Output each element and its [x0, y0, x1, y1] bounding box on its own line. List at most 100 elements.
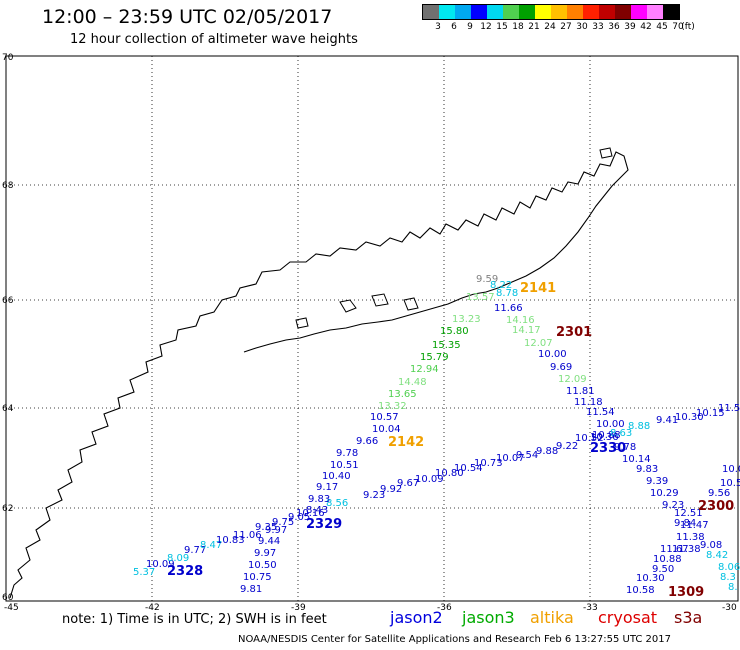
wave-height-value: 5.37 — [133, 567, 155, 578]
wave-height-value: 9.97 — [254, 548, 276, 559]
wave-height-value: 9.54 — [516, 450, 538, 461]
lon-label: -42 — [145, 603, 160, 613]
wave-height-value: 10.88 — [653, 554, 682, 565]
wave-height-value: 9.66 — [356, 436, 378, 447]
legend-jason3: jason3 — [462, 608, 515, 627]
wave-height-value: 8.06 — [718, 562, 740, 573]
wave-height-value: 9.05 — [288, 512, 310, 523]
scale-swatch — [423, 5, 439, 19]
scale-swatch — [631, 5, 647, 19]
wave-height-value: 10.52 — [575, 433, 604, 444]
wave-height-value: 12.09 — [558, 374, 587, 385]
wave-height-value: 9.69 — [550, 362, 572, 373]
track-id-label: 2142 — [388, 435, 424, 450]
scale-label: 15 — [496, 22, 508, 32]
wave-height-value: 10.0 — [722, 464, 740, 475]
scale-swatch — [551, 5, 567, 19]
wave-height-value: 9.23 — [662, 500, 684, 511]
scale-label: 45 — [656, 22, 668, 32]
wave-height-value: 10.57 — [370, 412, 399, 423]
scale-label: 6 — [451, 22, 457, 32]
wave-height-value: 11.38 — [676, 532, 705, 543]
scale-swatch — [599, 5, 615, 19]
legend-jason2: jason2 — [390, 608, 443, 627]
scale-swatch — [567, 5, 583, 19]
track-id-label: 2330 — [590, 441, 626, 456]
wave-height-value: 15.80 — [440, 326, 469, 337]
wave-height-value: 10.58 — [626, 585, 655, 596]
color-scale-boxes — [422, 4, 680, 20]
wave-height-value: 9.75 — [272, 517, 294, 528]
scale-swatch — [487, 5, 503, 19]
lat-label: 60 — [2, 593, 14, 603]
wave-height-value: 10.04 — [372, 424, 401, 435]
wave-height-value: 10.73 — [474, 458, 503, 469]
wave-height-value: 8.3 — [720, 572, 736, 583]
track-id-label: 2328 — [167, 564, 203, 579]
track-id-label: 2301 — [556, 325, 592, 340]
scale-label: 39 — [624, 22, 636, 32]
wave-height-value: 9.59 — [476, 274, 498, 285]
scale-label: 30 — [576, 22, 588, 32]
wave-height-value: 12.07 — [524, 338, 553, 349]
track-id-label: 2329 — [306, 517, 342, 532]
wave-height-value: 9.56 — [708, 488, 730, 499]
wave-height-value: 15.35 — [432, 340, 461, 351]
wave-height-value: 8.47 — [200, 540, 222, 551]
wave-height-value: 11.47 — [680, 520, 709, 531]
scale-swatch — [503, 5, 519, 19]
scale-label: 9 — [467, 22, 473, 32]
wave-height-value: 9.23 — [363, 490, 385, 501]
wave-height-value: 8. — [728, 582, 738, 593]
wave-height-value: 11.18 — [574, 397, 603, 408]
track-id-label: 2300 — [698, 499, 734, 514]
wave-height-value: 11.51 — [718, 403, 740, 414]
scale-label: 36 — [608, 22, 620, 32]
scale-label: 12 — [480, 22, 492, 32]
wave-height-value: 11.06 — [233, 530, 262, 541]
wave-height-value: 14.16 — [506, 315, 535, 326]
wave-height-value: 9.08 — [700, 540, 722, 551]
greenland-coastline — [9, 151, 629, 599]
wave-height-value: 8.22 — [490, 280, 512, 291]
lon-label: -39 — [291, 603, 306, 613]
scale-swatch — [663, 5, 679, 19]
wave-height-value: 10.80 — [435, 468, 464, 479]
wave-height-value: 9.88 — [536, 446, 558, 457]
map-title: 12:00 – 23:59 UTC 02/05/2017 — [42, 6, 333, 28]
wave-height-value: 9.97 — [265, 525, 287, 536]
scale-label: 21 — [528, 22, 540, 32]
wave-height-value: 8.88 — [628, 421, 650, 432]
color-scale: 3 6 9 12 15 18 21 24 27 30 33 36 39 42 45 70 (ft) — [422, 4, 695, 34]
units-note: note: 1) Time is in UTC; 2) SWH is in fe… — [62, 612, 327, 627]
scale-label: 42 — [640, 22, 652, 32]
scale-label: 27 — [560, 22, 572, 32]
wave-height-value: 11.67 — [660, 544, 689, 555]
wave-height-value: 15.79 — [420, 352, 449, 363]
lat-label: 68 — [2, 181, 14, 191]
wave-height-value: 8.56 — [326, 498, 348, 509]
lon-label: -45 — [4, 603, 19, 613]
scale-swatch — [519, 5, 535, 19]
scale-label: 24 — [544, 22, 556, 32]
track-id-label: 1309 — [668, 585, 704, 600]
wave-height-value: 9.78 — [336, 448, 358, 459]
wave-height-value: 10.54 — [454, 463, 483, 474]
wave-height-value: 10.09 — [146, 559, 175, 570]
wave-height-value: 8.42 — [706, 550, 728, 561]
axis-labels: 70 68 66 64 62 60 -45 -42 -39 -36 -33 -3… — [2, 53, 737, 613]
lon-label: -30 — [722, 603, 737, 613]
wave-height-value: 10.36 — [590, 432, 619, 443]
scale-swatch — [535, 5, 551, 19]
wave-height-value: 10.40 — [322, 471, 351, 482]
wave-height-value: 9.81 — [240, 584, 262, 595]
wave-height-value: 10.75 — [243, 572, 272, 583]
wave-height-value: 10.00 — [538, 349, 567, 360]
track-id-label: 2141 — [520, 281, 556, 296]
wave-height-value: 10.30 — [675, 412, 704, 423]
wave-height-value: 10.15 — [696, 408, 725, 419]
wave-height-value: 14.48 — [398, 377, 427, 388]
wave-height-value: 10.83 — [216, 535, 245, 546]
wave-height-value: 10.09 — [415, 474, 444, 485]
